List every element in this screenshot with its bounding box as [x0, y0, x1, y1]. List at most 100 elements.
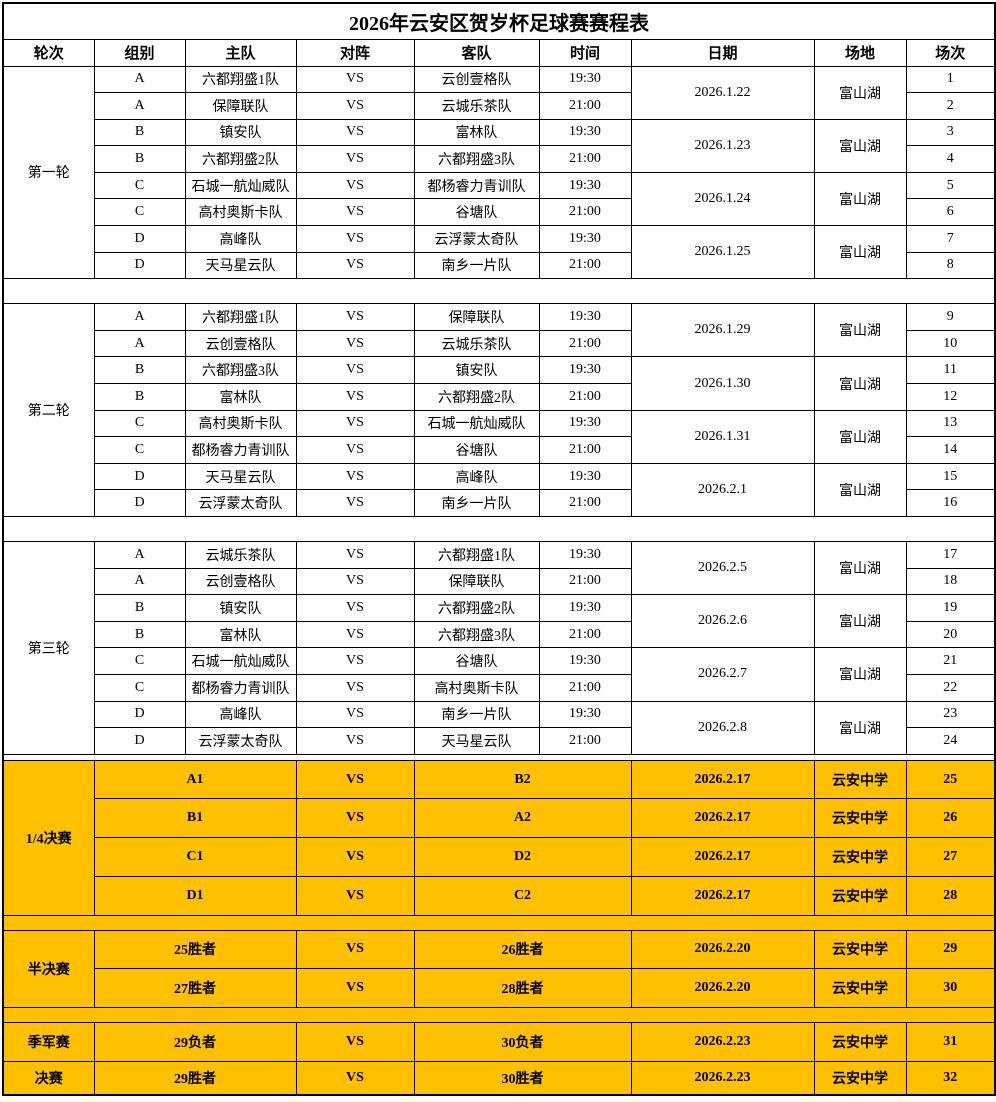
match-venue: 云安中学 — [813, 1060, 907, 1096]
match-away-team: 28胜者 — [413, 968, 632, 1008]
vs-label: VS — [295, 929, 415, 970]
vs-label: VS — [295, 541, 415, 569]
match-home-team: 石城一航灿威队 — [184, 171, 297, 200]
match-date: 2026.1.30 — [630, 356, 815, 411]
match-group: B — [93, 356, 186, 385]
match-venue: 富山湖 — [813, 540, 907, 596]
match-home-team: 29胜者 — [93, 1060, 297, 1096]
match-number: 1 — [905, 65, 996, 94]
match-venue: 云安中学 — [813, 1021, 907, 1062]
vs-label: VS — [295, 251, 415, 280]
match-number: 23 — [905, 700, 996, 729]
match-home-team: 六都翔盛1队 — [184, 303, 297, 331]
vs-label: VS — [295, 1060, 415, 1096]
match-away-team: 都杨睿力青训队 — [413, 171, 540, 200]
match-date: 2026.2.5 — [630, 540, 815, 596]
match-home-team: 云城乐茶队 — [184, 541, 297, 569]
column-header-away: 客队 — [413, 38, 540, 67]
match-group: A — [93, 303, 186, 331]
vs-label: VS — [295, 700, 415, 729]
match-number: 3 — [905, 118, 996, 147]
match-time: 19:30 — [538, 225, 632, 253]
match-date: 2026.2.17 — [630, 798, 815, 839]
match-away-team: 谷塘队 — [413, 198, 540, 227]
vs-label: VS — [295, 647, 415, 675]
vs-label: VS — [295, 489, 415, 517]
match-away-team: 六都翔盛3队 — [413, 145, 540, 173]
match-home-team: 27胜者 — [93, 968, 297, 1008]
match-away-team: 云城乐茶队 — [413, 329, 540, 358]
vs-label: VS — [295, 198, 415, 227]
match-home-team: 石城一航灿威队 — [184, 647, 297, 675]
match-number: 24 — [905, 727, 996, 755]
match-away-team: 南乡一片队 — [413, 251, 540, 280]
stage-label-third-place: 季军赛 — [2, 1021, 95, 1062]
match-time: 19:30 — [538, 700, 632, 729]
match-number: 19 — [905, 594, 996, 622]
match-home-team: 云创壹格队 — [184, 329, 297, 358]
match-date: 2026.2.6 — [630, 594, 815, 649]
match-away-team: 云浮蒙太奇队 — [413, 225, 540, 253]
match-number: 5 — [905, 171, 996, 200]
match-date: 2026.1.23 — [630, 118, 815, 173]
match-away-team: 云创壹格队 — [413, 65, 540, 94]
match-number: 4 — [905, 145, 996, 173]
match-away-team: 云城乐茶队 — [413, 92, 540, 120]
match-date: 2026.1.31 — [630, 409, 815, 464]
match-group: C — [93, 673, 186, 702]
match-number: 12 — [905, 383, 996, 411]
match-home-team: 天马星云队 — [184, 251, 297, 280]
vs-label: VS — [295, 462, 415, 491]
column-header-group: 组别 — [93, 38, 186, 67]
match-number: 31 — [905, 1021, 996, 1062]
match-date: 2026.2.23 — [630, 1060, 815, 1096]
match-home-team: 富林队 — [184, 620, 297, 649]
match-away-team: 谷塘队 — [413, 436, 540, 464]
vs-label: VS — [295, 567, 415, 596]
match-time: 21:00 — [538, 92, 632, 120]
match-number: 17 — [905, 541, 996, 569]
match-venue: 富山湖 — [813, 225, 907, 280]
match-home-team: 高峰队 — [184, 225, 297, 253]
match-number: 27 — [905, 837, 996, 877]
match-home-team: D1 — [93, 875, 297, 916]
vs-label: VS — [295, 968, 415, 1008]
match-number: 6 — [905, 198, 996, 227]
match-venue: 云安中学 — [813, 798, 907, 839]
match-venue: 富山湖 — [813, 171, 907, 227]
match-group: B — [93, 594, 186, 622]
match-home-team: 六都翔盛3队 — [184, 356, 297, 385]
match-away-team: 南乡一片队 — [413, 489, 540, 517]
match-home-team: A1 — [93, 759, 297, 800]
match-venue: 云安中学 — [813, 875, 907, 916]
match-home-team: 高村奥斯卡队 — [184, 409, 297, 438]
match-time: 21:00 — [538, 251, 632, 280]
match-time: 21:00 — [538, 727, 632, 755]
match-away-team: 26胜者 — [413, 929, 632, 970]
column-header-match-no: 场次 — [905, 38, 996, 67]
match-group: B — [93, 383, 186, 411]
match-home-team: 六都翔盛2队 — [184, 145, 297, 173]
match-date: 2026.1.25 — [630, 225, 815, 280]
match-date: 2026.2.20 — [630, 929, 815, 970]
vs-label: VS — [295, 303, 415, 331]
match-away-team: 天马星云队 — [413, 727, 540, 755]
page-title: 2026年云安区贺岁杯足球赛赛程表 — [2, 2, 996, 40]
match-home-team: 镇安队 — [184, 594, 297, 622]
match-time: 19:30 — [538, 647, 632, 675]
round-label: 第三轮 — [2, 541, 95, 755]
stage-label-quarterfinal: 1/4决赛 — [2, 759, 95, 916]
match-group: D — [93, 225, 186, 253]
match-time: 19:30 — [538, 118, 632, 147]
section-gap — [2, 516, 996, 542]
match-venue: 云安中学 — [813, 837, 907, 877]
match-venue: 富山湖 — [813, 303, 907, 358]
match-time: 21:00 — [538, 567, 632, 596]
match-home-team: 都杨睿力青训队 — [184, 436, 297, 464]
vs-label: VS — [295, 1021, 415, 1062]
match-date: 2026.2.17 — [630, 837, 815, 877]
match-away-team: 富林队 — [413, 118, 540, 147]
match-away-team: 六都翔盛1队 — [413, 541, 540, 569]
match-number: 7 — [905, 225, 996, 253]
